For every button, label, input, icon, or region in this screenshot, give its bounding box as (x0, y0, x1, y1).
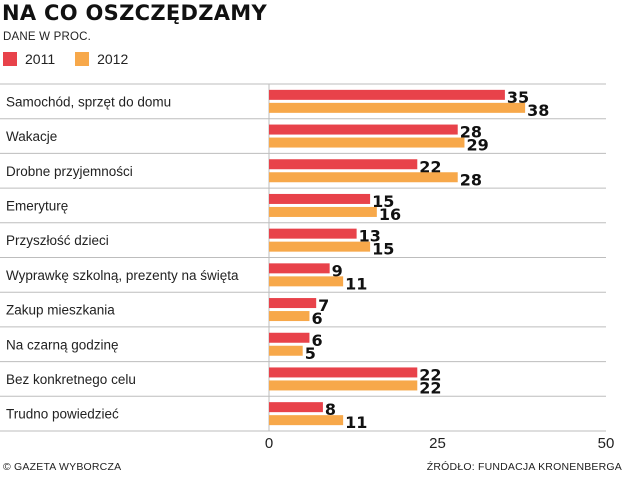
bar-2011 (269, 263, 330, 274)
category-label: Wyprawkę szkolną, prezenty na święta (6, 268, 239, 283)
bar-2011 (269, 228, 357, 239)
category-label: Bez konkretnego celu (6, 372, 136, 387)
source-note: ŹRÓDŁO: FUNDACJA KRONENBERGA (426, 461, 622, 473)
category-label: Zakup mieszkania (6, 303, 115, 318)
chart-subtitle: DANE W PROC. (3, 31, 92, 43)
legend-label-2011: 2011 (25, 51, 56, 67)
bar-2011 (269, 193, 371, 204)
value-label-2011: 22 (419, 157, 441, 176)
value-label-2012: 16 (379, 205, 401, 224)
category-label: Wakacje (6, 129, 57, 144)
value-label-2011: 8 (325, 400, 336, 419)
value-label-2012: 22 (419, 378, 441, 397)
value-label-2012: 11 (345, 274, 367, 293)
bar-2012 (269, 345, 303, 356)
category-label: Trudno powiedzieć (6, 407, 119, 422)
category-label: Drobne przyjemności (6, 164, 133, 179)
bar-2011 (269, 367, 418, 378)
bar-2011 (269, 402, 323, 413)
value-label-2011: 9 (332, 261, 343, 280)
value-label-2012: 38 (527, 101, 549, 120)
value-label-2012: 15 (372, 240, 394, 259)
bar-2011 (269, 298, 317, 309)
bar-2011 (269, 89, 505, 100)
value-label-2011: 35 (507, 88, 529, 107)
value-label-2012: 5 (305, 344, 316, 363)
x-tick-label: 25 (429, 435, 446, 452)
bar-2012 (269, 311, 310, 322)
bar-2012 (269, 137, 465, 148)
bar-2011 (269, 124, 458, 135)
bar-2012 (269, 102, 526, 113)
value-label-2011: 6 (311, 331, 322, 350)
bar-2012 (269, 415, 344, 426)
bar-2012 (269, 241, 371, 252)
category-label: Na czarną godzinę (6, 337, 119, 352)
legend-item-2012: 2012 (75, 51, 128, 67)
bar-2011 (269, 159, 418, 170)
legend-swatch-2011 (3, 52, 17, 66)
value-label-2012: 6 (311, 309, 322, 328)
legend-item-2011: 2011 (3, 51, 55, 67)
value-label-2011: 15 (372, 192, 394, 211)
value-label-2011: 22 (419, 365, 441, 384)
legend-label-2012: 2012 (97, 51, 129, 67)
value-label-2011: 28 (460, 123, 482, 142)
category-label: Emeryturę (6, 198, 68, 213)
x-tick-label: 50 (598, 435, 615, 452)
x-tick-label: 0 (265, 435, 273, 452)
bar-2012 (269, 172, 458, 183)
bar-2012 (269, 276, 344, 287)
category-label: Przyszłość dzieci (6, 233, 109, 248)
chart-title: NA CO OSZCZĘDZAMY (2, 1, 268, 25)
copyright-note: © GAZETA WYBORCZA (3, 461, 122, 473)
category-label: Samochód, sprzęt do domu (6, 94, 171, 109)
value-label-2012: 28 (460, 170, 482, 189)
value-label-2012: 11 (345, 413, 367, 432)
bar-2012 (269, 380, 418, 391)
bar-2012 (269, 206, 377, 217)
value-label-2012: 29 (466, 136, 488, 155)
legend-swatch-2012 (75, 52, 90, 66)
bar-2011 (269, 332, 310, 343)
value-label-2011: 13 (359, 227, 381, 246)
value-label-2011: 7 (318, 296, 329, 315)
legend: 2011 2012 (3, 51, 148, 67)
